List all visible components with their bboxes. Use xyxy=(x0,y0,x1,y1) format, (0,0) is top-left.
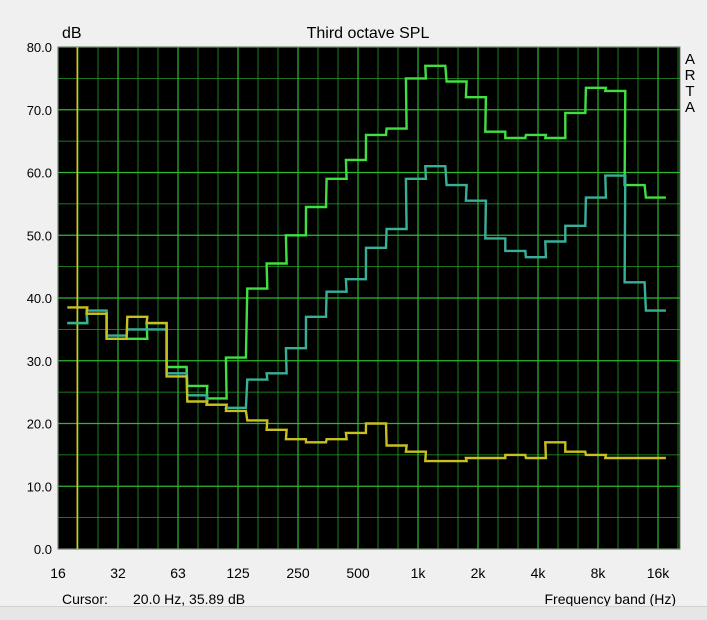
y-tick-label: 20.0 xyxy=(27,417,52,432)
y-unit-label: dB xyxy=(62,25,82,42)
y-tick-label: 30.0 xyxy=(27,354,52,369)
x-tick-label: 500 xyxy=(346,565,370,581)
plot-border xyxy=(57,46,681,550)
x-tick-label: 32 xyxy=(110,565,126,581)
cursor-readout: 20.0 Hz, 35.89 dB xyxy=(133,591,245,606)
x-tick-label: 2k xyxy=(471,565,487,581)
x-tick-label: 63 xyxy=(170,565,186,581)
y-axis-tick-labels: 0.0 10.0 20.0 30.0 40.0 50.0 60.0 70.0 80.0 xyxy=(27,40,52,557)
series-line-3 xyxy=(67,306,666,463)
chart-title: Third octave SPL xyxy=(307,25,430,42)
x-axis-label: Frequency band (Hz) xyxy=(544,591,676,606)
y-tick-label: 50.0 xyxy=(27,228,52,243)
x-tick-label: 125 xyxy=(226,565,250,581)
brand-letter: A xyxy=(685,99,695,116)
spl-chart: dB Third octave SPL 0.0 10.0 20.0 30.0 40.0 5… xyxy=(27,25,696,607)
y-tick-label: 80.0 xyxy=(27,40,52,55)
x-tick-label: 250 xyxy=(286,565,310,581)
brand-letter: A xyxy=(685,51,695,68)
cursor-label: Cursor: xyxy=(62,591,108,606)
brand-letter: T xyxy=(685,83,694,100)
plot-grid xyxy=(57,46,681,550)
x-tick-label: 16 xyxy=(50,565,66,581)
x-tick-label: 8k xyxy=(591,565,607,581)
x-tick-label: 4k xyxy=(531,565,547,581)
y-tick-label: 60.0 xyxy=(27,166,52,181)
y-tick-label: 70.0 xyxy=(27,103,52,118)
x-tick-label: 16k xyxy=(647,565,671,581)
series-lines xyxy=(67,64,666,463)
brand-letter: R xyxy=(685,67,696,84)
y-tick-label: 10.0 xyxy=(27,479,52,494)
x-tick-label: 1k xyxy=(411,565,427,581)
status-bar xyxy=(0,606,707,620)
y-tick-label: 40.0 xyxy=(27,291,52,306)
y-tick-label: 0.0 xyxy=(34,542,52,557)
arta-spl-window: dB Third octave SPL 0.0 10.0 20.0 30.0 40.0 5… xyxy=(26,25,696,607)
x-axis-tick-labels: 16 32 63 125 250 500 1k 2k 4k 8k 16k xyxy=(50,565,670,581)
